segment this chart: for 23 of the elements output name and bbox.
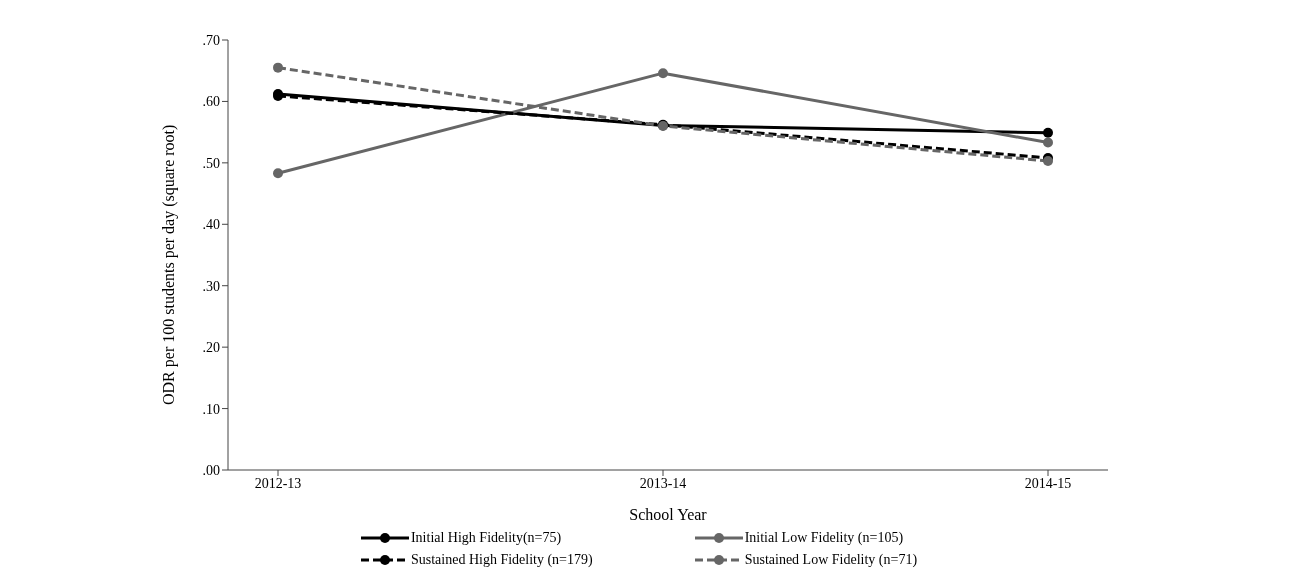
point: [273, 168, 283, 179]
y-axis-title: ODR per 100 students per day (square root): [159, 124, 178, 405]
point: [1043, 156, 1053, 167]
legend-label: Initial High Fidelity(n=75): [410, 530, 562, 546]
y-tick-label: .70: [202, 32, 220, 48]
point: [658, 68, 668, 79]
point: [273, 62, 283, 73]
x-tick-label: 2013-14: [639, 475, 687, 491]
point: [1043, 127, 1053, 138]
y-tick-label: .40: [202, 217, 220, 233]
y-tick-label: .30: [202, 278, 220, 294]
y-tick-label: .20: [202, 340, 220, 356]
y-tick-label: .00: [202, 462, 220, 478]
point: [1043, 137, 1053, 148]
y-tick-label: .10: [202, 401, 220, 417]
x-axis-title: School Year: [629, 506, 708, 523]
x-tick-label: 2012-13: [254, 475, 302, 491]
y-tick-label: .60: [202, 94, 220, 110]
legend-label: Sustained High Fidelity (n=179): [410, 552, 593, 568]
x-tick-label: 2014-15: [1024, 475, 1072, 491]
legend-label: Sustained Low Fidelity (n=71): [744, 552, 918, 568]
legend-label: Initial Low Fidelity (n=105): [744, 530, 904, 546]
y-tick-label: .50: [202, 155, 220, 171]
